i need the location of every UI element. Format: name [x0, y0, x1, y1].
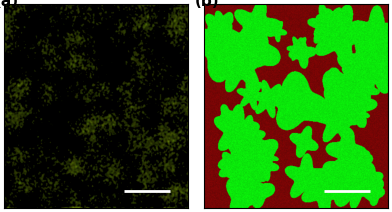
Text: (b): (b) [194, 0, 219, 9]
Text: (a): (a) [0, 0, 19, 9]
